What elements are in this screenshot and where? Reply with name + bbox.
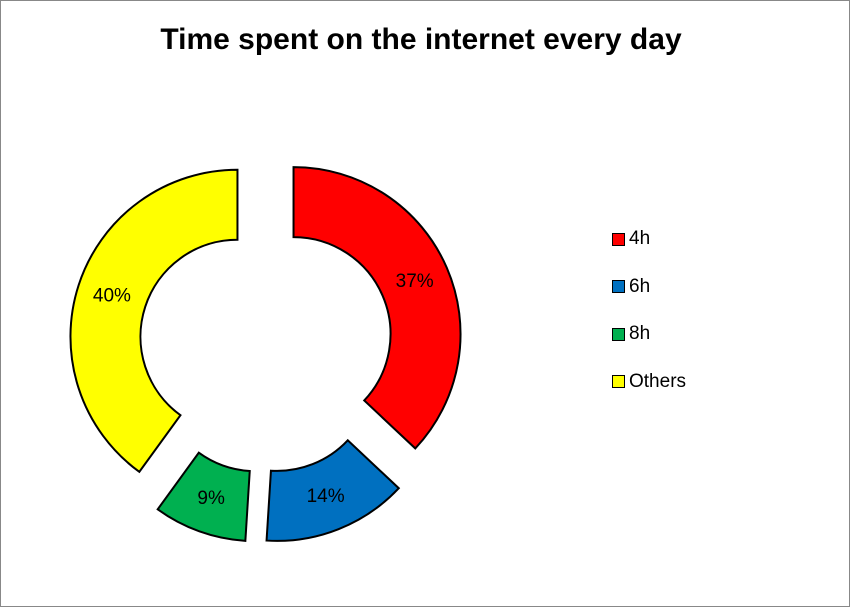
legend-item-others: Others [612, 370, 686, 394]
legend-label: 4h [629, 228, 651, 249]
legend-swatch [612, 280, 625, 293]
data-label-6h: 14% [307, 486, 345, 507]
legend-swatch [612, 327, 625, 341]
chart-title: Time spent on the internet every day [160, 23, 682, 56]
donut-segment-8h [156, 451, 251, 542]
legend-label: 8h [629, 323, 651, 344]
legend-label: Others [629, 370, 687, 392]
legend-label: 6h [629, 275, 651, 297]
legend-swatch [612, 375, 625, 388]
legend-item-8h: 8h [612, 322, 686, 346]
chart-legend: 4h 6h 8h Others [612, 227, 686, 417]
legend-item-4h: 4h [612, 227, 686, 251]
legend-item-6h: 6h [612, 275, 686, 299]
donut-segment-6h [265, 438, 401, 542]
donut-segment-others [69, 168, 239, 474]
data-label-8h: 9% [197, 488, 225, 509]
data-label-4h: 37% [396, 271, 434, 292]
data-label-others: 40% [93, 285, 131, 306]
legend-swatch [612, 232, 625, 246]
donut-segment-4h [292, 166, 462, 450]
